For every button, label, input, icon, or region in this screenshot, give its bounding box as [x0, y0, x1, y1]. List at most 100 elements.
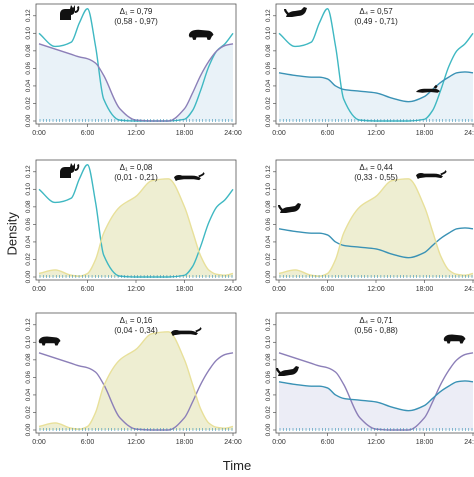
x-tick-label: 24:00	[464, 439, 474, 446]
y-tick-label: 0.06	[265, 218, 272, 231]
series-line-0	[278, 227, 474, 259]
y-tick-label: 0.00	[265, 270, 272, 283]
weasel-silhouette-icon	[171, 327, 202, 336]
x-tick-label: 24:00	[224, 130, 242, 137]
x-tick-label: 0:00	[272, 286, 286, 293]
y-tick-label: 0.08	[25, 44, 32, 57]
y-axis-title: Density	[4, 212, 20, 256]
y-tick-label: 0.12	[265, 318, 272, 331]
cat-silhouette-icon	[60, 163, 80, 178]
x-tick-label: 6:00	[321, 439, 335, 446]
marten-silhouette-icon	[278, 203, 301, 213]
y-tick-label: 0.08	[25, 200, 32, 213]
rug-marks	[279, 119, 473, 122]
y-tick-label: 0.02	[265, 253, 272, 266]
y-tick-label: 0.06	[265, 371, 272, 384]
rug-marks	[279, 428, 473, 431]
y-tick-label: 0.06	[265, 62, 272, 75]
weasel-silhouette-icon	[174, 172, 205, 181]
overlap-ci: (0,58 - 0,97)	[114, 17, 158, 26]
y-tick-label: 0.04	[265, 388, 272, 401]
y-tick-label: 0.08	[265, 353, 272, 366]
y-tick-label: 0.02	[25, 253, 32, 266]
series-area-1	[279, 71, 473, 121]
y-tick-label: 0.08	[265, 200, 272, 213]
y-tick-label: 0.02	[265, 406, 272, 419]
y-tick-label: 0.12	[25, 165, 32, 178]
y-tick-label: 0.10	[265, 183, 272, 196]
y-tick-label: 0.02	[25, 406, 32, 419]
rug-marks	[39, 275, 233, 278]
overlap-estimate: Δ₄ = 0,57	[359, 7, 393, 16]
overlap-ci: (0,01 - 0,21)	[114, 173, 158, 182]
overlap-ci: (0,49 - 0,71)	[354, 17, 398, 26]
x-tick-label: 12:00	[367, 286, 385, 293]
y-tick-label: 0.12	[265, 165, 272, 178]
x-tick-label: 6:00	[81, 439, 95, 446]
y-tick-label: 0.04	[25, 235, 32, 248]
panel-E: 0.00 0.02 0.04 0.06 0.08 0.10 0.12 0:00 6:00 12:0…	[25, 312, 242, 446]
y-tick-label: 0.10	[25, 27, 32, 40]
overlap-estimate: Δ₁ = 0,16	[120, 316, 153, 325]
overlap-ci: (0,56 - 0,88)	[354, 326, 398, 335]
x-tick-label: 12:00	[367, 130, 385, 137]
y-tick-label: 0.08	[25, 353, 32, 366]
otter-silhouette-icon	[416, 84, 440, 93]
y-tick-label: 0.00	[265, 423, 272, 436]
x-tick-label: 24:00	[224, 286, 242, 293]
rug-marks	[39, 119, 233, 122]
x-tick-label: 0:00	[272, 439, 286, 446]
marten-silhouette-icon	[276, 366, 299, 376]
y-tick-label: 0.04	[265, 79, 272, 92]
panel-C: 0.00 0.02 0.04 0.06 0.08 0.10 0.12 0:00 6:00 12:0…	[25, 159, 242, 293]
x-tick-label: 12:00	[367, 439, 385, 446]
series-line-1	[38, 178, 234, 277]
panel-F: 0.00 0.02 0.04 0.06 0.08 0.10 0.12 0:00 6:00 12:0…	[265, 312, 474, 446]
series-area-1	[279, 380, 473, 430]
x-tick-label: 18:00	[416, 439, 434, 446]
y-tick-label: 0.12	[25, 318, 32, 331]
y-tick-label: 0.12	[25, 9, 32, 22]
panel-A: 0.00 0.02 0.04 0.06 0.08 0.10 0.12 0:00 6:00 12:0…	[25, 3, 242, 137]
x-tick-label: 12:00	[127, 439, 145, 446]
overlap-estimate: Δ₄ = 0,44	[359, 163, 393, 172]
y-tick-label: 0.02	[265, 97, 272, 110]
x-tick-label: 18:00	[416, 130, 434, 137]
x-tick-label: 6:00	[81, 130, 95, 137]
series-line-1	[278, 178, 474, 277]
x-tick-label: 12:00	[127, 286, 145, 293]
series-area-1	[39, 331, 233, 430]
y-tick-label: 0.00	[265, 114, 272, 127]
overlap-ci: (0,33 - 0,55)	[354, 173, 398, 182]
badger-silhouette-icon	[188, 29, 214, 40]
x-tick-label: 18:00	[176, 286, 194, 293]
y-tick-label: 0.00	[25, 423, 32, 436]
y-tick-label: 0.12	[265, 9, 272, 22]
series-line-1	[38, 331, 234, 430]
y-tick-label: 0.06	[25, 62, 32, 75]
y-tick-label: 0.08	[265, 44, 272, 57]
y-tick-label: 0.02	[25, 97, 32, 110]
y-tick-label: 0.06	[25, 371, 32, 384]
y-tick-label: 0.00	[25, 114, 32, 127]
y-tick-label: 0.04	[25, 79, 32, 92]
weasel-silhouette-icon	[416, 170, 447, 179]
rug-marks	[279, 275, 473, 278]
x-tick-label: 12:00	[127, 130, 145, 137]
panel-B: 0.00 0.02 0.04 0.06 0.08 0.10 0.12 0:00 6:00 12:0…	[265, 3, 474, 137]
series-line-1	[278, 380, 474, 412]
x-axis-title: Time	[222, 458, 252, 473]
y-tick-label: 0.04	[265, 235, 272, 248]
marten-silhouette-icon	[284, 7, 307, 17]
x-tick-label: 0:00	[272, 130, 286, 137]
x-tick-label: 24:00	[464, 286, 474, 293]
overlap-estimate: Δ₁ = 0,08	[120, 163, 153, 172]
x-tick-label: 24:00	[224, 439, 242, 446]
badger-silhouette-icon	[38, 336, 61, 346]
x-tick-label: 18:00	[176, 130, 194, 137]
x-tick-label: 6:00	[321, 130, 335, 137]
y-tick-label: 0.10	[25, 183, 32, 196]
series-area-1	[39, 178, 233, 277]
series-area-1	[39, 43, 233, 121]
